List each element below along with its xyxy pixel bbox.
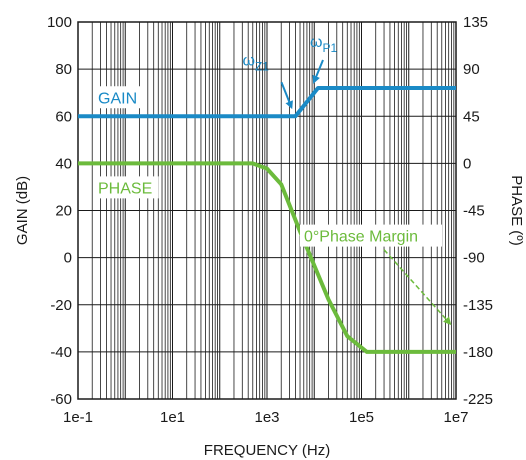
y-right-axis-title: PHASE (º) (508, 175, 525, 246)
y-right-tick-label: -45 (463, 203, 485, 220)
y-right-tick-label: 90 (463, 61, 480, 78)
plot-grid (78, 22, 456, 399)
series-label-background (95, 86, 147, 109)
y-right-tick-label: -225 (463, 391, 493, 408)
y-right-tick-label: -135 (463, 297, 493, 314)
y-left-axis-title: GAIN (dB) (14, 176, 31, 245)
y-left-tick-label: -40 (50, 344, 72, 361)
y-left-tick-label: 60 (55, 108, 72, 125)
x-tick-label: 1e3 (254, 409, 279, 426)
annotation-arrow-phase-margin (383, 249, 452, 326)
series-label-background (95, 176, 159, 199)
x-tick-label: 1e5 (349, 409, 374, 426)
y-right-tick-label: -180 (463, 344, 493, 361)
annotation-arrow-p1 (312, 59, 324, 84)
y-left-tick-label: 80 (55, 61, 72, 78)
tick-labels: 1e-1 1e1 1e3 1e5 1e7 -60 -40 -20 0 20 40 60 80 100 -22… (47, 14, 493, 426)
x-tick-label: 1e1 (160, 409, 185, 426)
y-right-tick-label: 0 (463, 155, 471, 172)
annotation-phase-margin: 0°Phase Margin (304, 229, 418, 246)
y-left-tick-label: -60 (50, 391, 72, 408)
y-left-tick-label: 20 (55, 203, 72, 220)
x-tick-label: 1e-1 (63, 409, 93, 426)
y-left-tick-label: 100 (47, 14, 72, 31)
plot-frame (77, 21, 457, 400)
y-left-tick-label: 40 (55, 155, 72, 172)
y-right-tick-label: -90 (463, 250, 485, 267)
series-label-gain: GAIN (98, 90, 137, 107)
y-right-tick-label: 45 (463, 108, 480, 125)
x-tick-label: 1e7 (443, 409, 468, 426)
y-right-tick-label: 135 (463, 14, 488, 31)
y-left-tick-label: 0 (64, 250, 72, 267)
x-axis-title: FREQUENCY (Hz) (204, 442, 330, 459)
annotation-omega-p1-subscript: P1 (322, 41, 337, 55)
annotation-arrow-z1 (280, 81, 293, 110)
annotation-omega-z1: ωZ1 (242, 52, 269, 73)
y-left-tick-label: -20 (50, 297, 72, 314)
annotation-omega-z1-subscript: Z1 (255, 59, 269, 73)
annotation-phase-margin-background (300, 224, 442, 247)
series-label-phase: PHASE (98, 180, 152, 197)
series-line-gain (78, 86, 456, 119)
